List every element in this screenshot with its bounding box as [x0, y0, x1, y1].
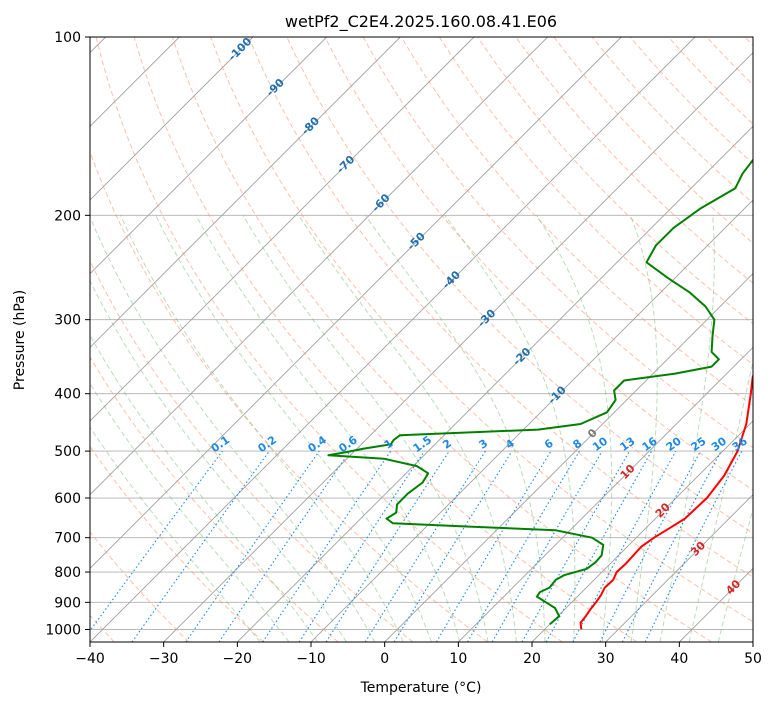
isotherm-line	[90, 37, 548, 496]
isotherm-line	[90, 37, 327, 275]
isotherm-line	[605, 494, 753, 642]
dry-adiabat	[90, 531, 190, 642]
y-tick-label: 500	[54, 444, 81, 460]
x-tick-label: 20	[523, 651, 541, 667]
x-tick-label: 40	[670, 651, 688, 667]
dry-adiabat	[90, 445, 264, 642]
y-tick-label: 600	[54, 491, 81, 507]
moist-adiabat	[120, 215, 404, 642]
y-tick-label: 300	[54, 313, 81, 329]
y-tick-label: 100	[54, 30, 81, 46]
x-axis: −40 −30 −20 −10 0 10 20 30 40 50	[75, 642, 762, 667]
dry-adiabat	[133, 37, 638, 642]
isotherm-line	[531, 420, 753, 642]
moist-adiabat	[688, 358, 753, 642]
moist-adiabat	[90, 215, 376, 642]
mixing-ratio-line	[90, 450, 223, 632]
mixing-ratio-line	[262, 450, 392, 642]
isotherm-line	[90, 37, 254, 201]
mixing-ratio-line	[572, 450, 677, 642]
mixing-ratio-line	[298, 450, 425, 642]
dry-adiabat	[248, 37, 753, 578]
y-axis: 100 200 300 400 500 600 700 800 900 1000	[45, 30, 90, 638]
mixing-ratio-line	[393, 450, 513, 642]
isotherm-line	[90, 37, 622, 569]
chart-title: wetPf2_C2E4.2025.160.08.41.E06	[285, 12, 557, 32]
dry-adiabat	[90, 259, 414, 642]
moist-adiabat	[90, 334, 319, 642]
y-tick-label: 800	[54, 565, 81, 581]
mixing-ratio-line	[644, 450, 743, 642]
moist-adiabat	[536, 215, 613, 642]
mixing-ratio-line	[545, 450, 653, 642]
profiles	[327, 158, 753, 630]
moist-adiabat	[298, 215, 517, 642]
dry-adiabat	[400, 37, 753, 407]
mixing-ratio-line	[185, 450, 320, 642]
moist-adiabat	[364, 215, 546, 642]
isotherm-line	[163, 52, 753, 642]
dry-adiabat	[171, 37, 712, 642]
x-tick-label: 0	[380, 651, 389, 667]
isotherm-line	[384, 273, 753, 642]
moist-adiabat	[195, 215, 461, 642]
y-tick-label: 1000	[45, 622, 81, 638]
plot-frame	[89, 36, 754, 643]
moist-adiabat	[155, 215, 432, 642]
x-tick-label: 30	[597, 651, 615, 667]
isotherm-line	[237, 125, 753, 642]
y-tick-label: 200	[54, 208, 81, 224]
isotherm-line	[458, 346, 753, 642]
dry-adiabat	[95, 37, 563, 642]
plot-background	[90, 37, 753, 642]
dry-adiabat	[210, 37, 753, 623]
isotherm-line	[90, 37, 696, 642]
y-tick-label: 700	[54, 531, 81, 547]
dewpoint-profile-line	[327, 158, 753, 625]
background-lines	[90, 37, 753, 642]
x-tick-label: −10	[296, 651, 326, 667]
x-tick-label: 10	[449, 651, 467, 667]
moist-adiabat	[242, 215, 489, 642]
y-axis-label: Pressure (hPa)	[12, 290, 28, 390]
dry-adiabat	[324, 37, 753, 491]
mixing-ratio-line	[325, 450, 450, 642]
mixing-ratio-line	[131, 450, 270, 642]
moist-adiabat	[630, 215, 658, 642]
y-tick-label: 400	[54, 387, 81, 403]
moist-adiabat	[90, 426, 261, 642]
moist-adiabat	[90, 279, 347, 642]
x-tick-label: −40	[75, 651, 105, 667]
isotherm-line	[90, 37, 401, 348]
x-tick-label: −30	[149, 651, 179, 667]
dry-adiabat	[438, 37, 753, 366]
mixing-ratio-line	[218, 450, 351, 642]
dry-adiabat	[90, 356, 339, 642]
y-tick-label: 900	[54, 595, 81, 611]
dry-adiabat	[515, 37, 753, 284]
x-tick-label: −20	[223, 651, 253, 667]
mixing-ratio-line	[521, 450, 630, 642]
temperature-profile-line	[579, 373, 753, 630]
dry-adiabat	[90, 150, 488, 642]
x-axis-label: Temperature (°C)	[360, 680, 482, 696]
isotherm-line	[90, 37, 475, 422]
isotherm-line	[752, 641, 753, 642]
x-tick-label: 50	[744, 651, 762, 667]
